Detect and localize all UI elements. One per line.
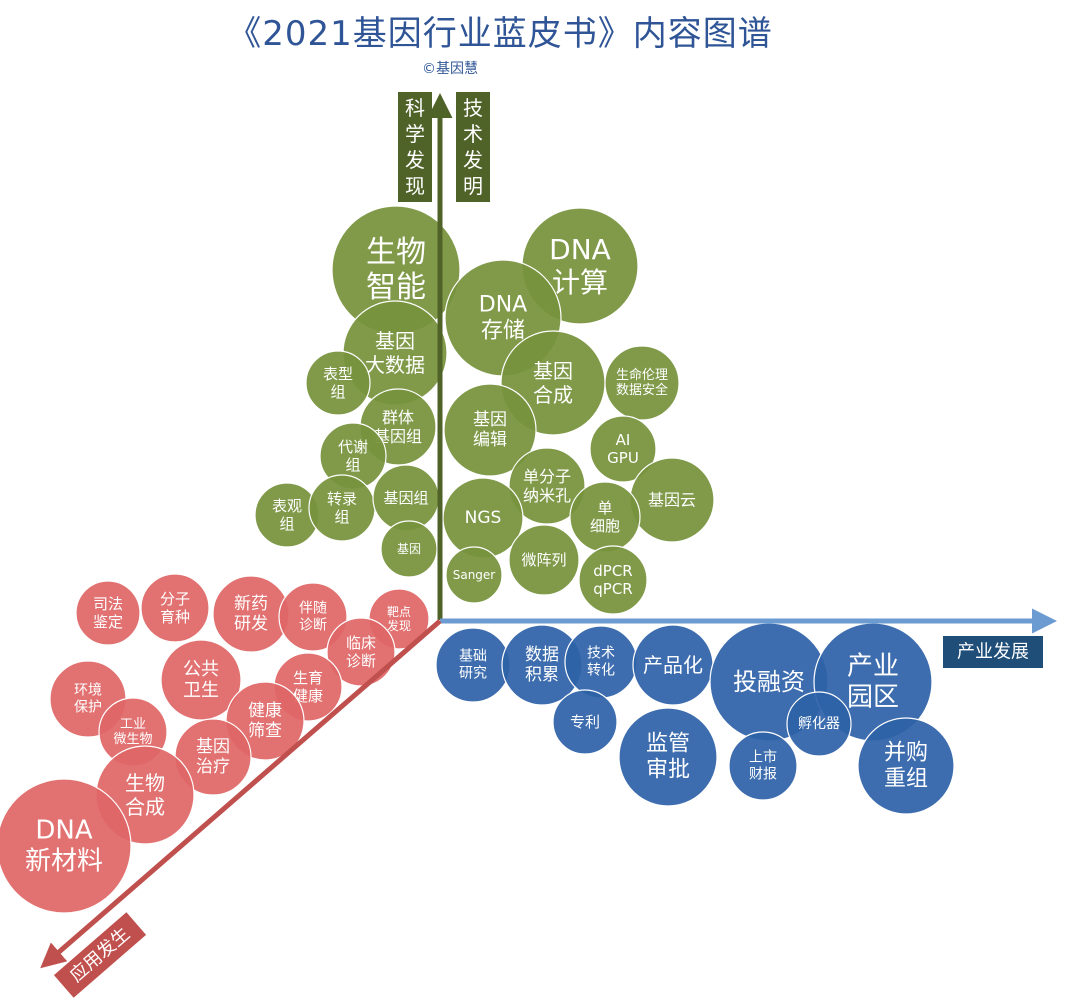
red-bubble-circle — [326, 617, 396, 687]
green-bubble-基因云: 基因云 — [629, 457, 715, 543]
blue-bubble-孵化器: 孵化器 — [786, 691, 852, 757]
blue-bubble-circle — [435, 627, 511, 703]
blue-bubble-circle — [618, 707, 718, 807]
green-bubble-表型组: 表型组 — [305, 350, 371, 416]
industry-development-label: 产业发展 — [943, 636, 1043, 668]
green-bubble-circle — [445, 546, 503, 604]
red-bubble-circle — [278, 582, 348, 652]
green-bubble-基因: 基因 — [380, 520, 438, 578]
green-bubble-单细胞: 单细胞 — [569, 481, 641, 553]
green-bubble-circle — [629, 457, 715, 543]
axes-layer — [40, 93, 1057, 969]
svg-text:应用发生: 应用发生 — [66, 923, 134, 986]
blue-bubble-circle — [632, 624, 714, 706]
green-bubble-circle — [589, 415, 657, 483]
red-bubble-circle — [160, 639, 242, 721]
green-bubble-circle — [508, 524, 580, 596]
green-bubble-circle — [380, 520, 438, 578]
green-bubble-微阵列: 微阵列 — [508, 524, 580, 596]
svg-text:现: 现 — [405, 174, 425, 198]
svg-text:明: 明 — [463, 174, 483, 198]
green-bubble-circle — [308, 474, 376, 542]
svg-text:科: 科 — [405, 96, 425, 120]
red-bubble-circle — [0, 778, 132, 914]
blue-bubble-circle — [552, 689, 618, 755]
green-bubble-转录组: 转录组 — [308, 474, 376, 542]
green-bubble-circle — [508, 447, 586, 525]
svg-text:技: 技 — [463, 96, 483, 120]
green-bubble-circle — [305, 350, 371, 416]
red-bubble-circle — [140, 573, 210, 643]
blue-bubble-circle — [857, 717, 955, 815]
green-bubble-circle — [569, 481, 641, 553]
blue-bubble-产品化: 产品化 — [632, 624, 714, 706]
blue-bubble-circle — [564, 625, 638, 699]
svg-text:术: 术 — [463, 122, 483, 146]
green-bubble-circle — [443, 383, 537, 477]
diagonal-axis-arrow — [40, 619, 442, 969]
application-label: 应用发生 — [53, 912, 147, 998]
svg-text:发: 发 — [405, 148, 425, 172]
page-title: 《2021基因行业蓝皮书》内容图谱 — [227, 14, 773, 54]
svg-text:学: 学 — [405, 122, 425, 146]
green-bubble-NGS: NGS — [442, 477, 524, 559]
green-bubble-Sanger: Sanger — [445, 546, 503, 604]
green-bubble-circle — [442, 477, 524, 559]
green-bubble-circle — [578, 545, 648, 615]
blue-bubble-专利: 专利 — [552, 689, 618, 755]
green-bubble-circle — [604, 345, 680, 421]
svg-text:发: 发 — [463, 148, 483, 172]
blue-bubble-circle — [728, 731, 798, 801]
red-bubble-circle — [75, 580, 141, 646]
blue-bubble-circle — [786, 691, 852, 757]
credit-text: ©基因慧 — [422, 61, 478, 77]
svg-text:产业发展: 产业发展 — [957, 642, 1029, 663]
red-bubble-circle — [212, 575, 290, 653]
